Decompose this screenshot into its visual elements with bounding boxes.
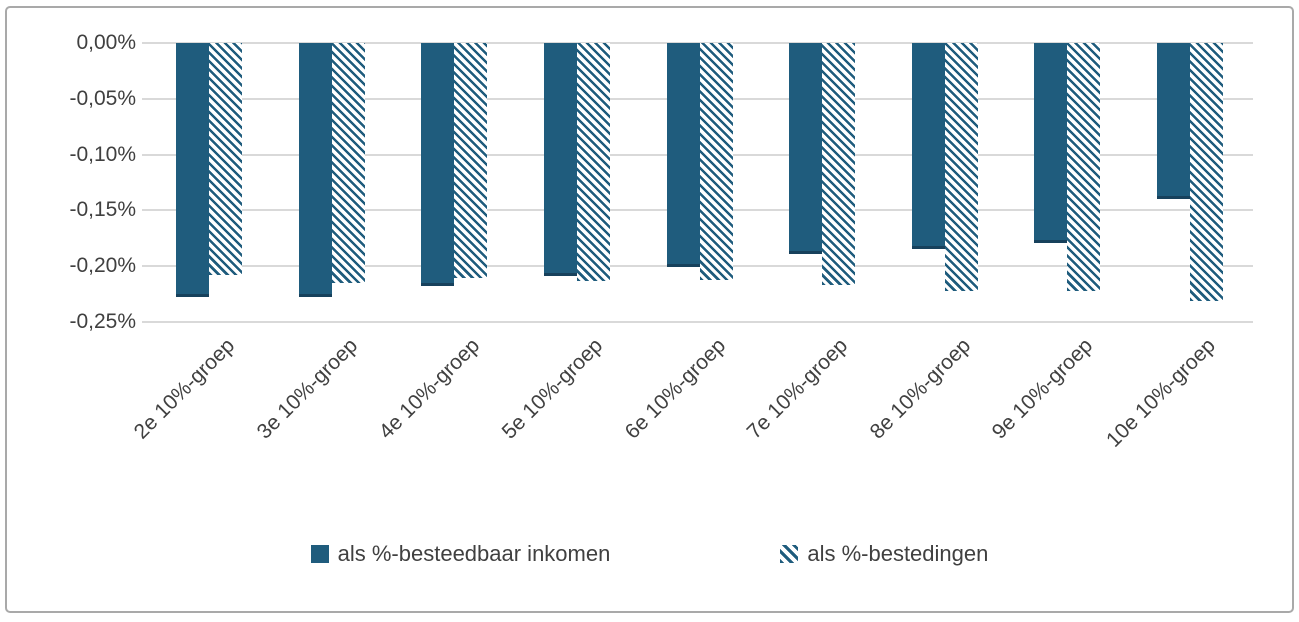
solid-bar-8e 10%-groep: [911, 43, 945, 249]
legend-item-besteedbaar-inkomen: als %-besteedbaar inkomen: [310, 541, 611, 567]
y-axis-tick-label: -0,10%: [69, 142, 136, 166]
solid-bar-5e 10%-groep: [543, 43, 577, 276]
legend-label: als %-bestedingen: [807, 541, 989, 566]
hatched-bar-3e 10%-groep: [331, 43, 365, 283]
legend: als %-besteedbaar inkomen als %-bestedin…: [0, 541, 1299, 567]
hatched-bar-6e 10%-groep: [699, 43, 733, 280]
hatched-bar-swatch-icon: [780, 545, 799, 563]
y-axis-tick-label: 0,00%: [76, 31, 136, 54]
solid-bar-9e 10%-groep: [1034, 43, 1068, 243]
legend-label: als %-besteedbaar inkomen: [337, 541, 611, 566]
solid-bar-swatch-icon: [310, 545, 329, 563]
hatched-bar-4e 10%-groep: [454, 43, 488, 278]
gridline: [142, 321, 1253, 323]
hatched-bar-2e 10%-groep: [209, 43, 243, 275]
solid-bar-2e 10%-groep: [176, 43, 210, 297]
plot-area: [150, 43, 1253, 322]
solid-bar-10e 10%-groep: [1156, 43, 1190, 199]
solid-bar-3e 10%-groep: [298, 43, 332, 297]
hatched-bar-8e 10%-groep: [944, 43, 978, 291]
y-axis-tick-label: -0,25%: [69, 310, 136, 333]
hatched-bar-5e 10%-groep: [576, 43, 610, 281]
y-axis-tick-label: -0,20%: [69, 254, 136, 278]
legend-item-bestedingen: als %-bestedingen: [780, 541, 988, 567]
solid-bar-7e 10%-groep: [789, 43, 823, 254]
solid-bar-6e 10%-groep: [666, 43, 700, 267]
y-axis-tick-label: -0,05%: [69, 86, 136, 110]
y-axis-tick-label: -0,15%: [69, 198, 136, 222]
hatched-bar-9e 10%-groep: [1067, 43, 1101, 291]
solid-bar-4e 10%-groep: [421, 43, 455, 286]
hatched-bar-10e 10%-groep: [1189, 43, 1223, 301]
hatched-bar-7e 10%-groep: [822, 43, 856, 285]
